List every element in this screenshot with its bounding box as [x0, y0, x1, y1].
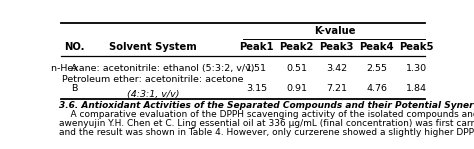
- Text: awenyujin Y.H. Chen et C. Ling essential oil at 336 μg/mL (final concentration) : awenyujin Y.H. Chen et C. Ling essential…: [59, 119, 474, 128]
- Text: K-value: K-value: [314, 26, 356, 36]
- Text: 0.51: 0.51: [286, 64, 307, 73]
- Text: A comparative evaluation of the DPPH scavenging activity of the isolated compoun: A comparative evaluation of the DPPH sca…: [59, 110, 474, 119]
- Text: Peak5: Peak5: [400, 42, 434, 52]
- Text: Peak4: Peak4: [359, 42, 394, 52]
- Text: 0.91: 0.91: [286, 84, 307, 93]
- Text: n-Hexane: acetonitrile: ethanol (5:3:2, v/v): n-Hexane: acetonitrile: ethanol (5:3:2, …: [51, 64, 255, 73]
- Text: 1.51: 1.51: [246, 64, 267, 73]
- Text: 3.6. Antioxidant Activities of the Separated Compounds and their Potential Syner: 3.6. Antioxidant Activities of the Separ…: [59, 101, 474, 110]
- Text: 7.21: 7.21: [326, 84, 347, 93]
- Text: 1.84: 1.84: [406, 84, 427, 93]
- Text: 3.42: 3.42: [326, 64, 347, 73]
- Text: 1.30: 1.30: [406, 64, 428, 73]
- Text: and the result was shown in Table 4. However, only curzerene showed a slightly h: and the result was shown in Table 4. How…: [59, 128, 474, 137]
- Text: 4.76: 4.76: [366, 84, 387, 93]
- Text: 2.55: 2.55: [366, 64, 387, 73]
- Text: Peak3: Peak3: [319, 42, 354, 52]
- Text: 3.15: 3.15: [246, 84, 267, 93]
- Text: Peak2: Peak2: [280, 42, 314, 52]
- Text: (4:3:1, v/v): (4:3:1, v/v): [127, 90, 179, 99]
- Text: Solvent System: Solvent System: [109, 42, 197, 52]
- Text: Peak1: Peak1: [239, 42, 274, 52]
- Text: Petroleum ether: acetonitrile: acetone: Petroleum ether: acetonitrile: acetone: [62, 75, 244, 84]
- Text: A: A: [71, 64, 77, 73]
- Text: NO.: NO.: [64, 42, 84, 52]
- Text: B: B: [71, 84, 77, 93]
